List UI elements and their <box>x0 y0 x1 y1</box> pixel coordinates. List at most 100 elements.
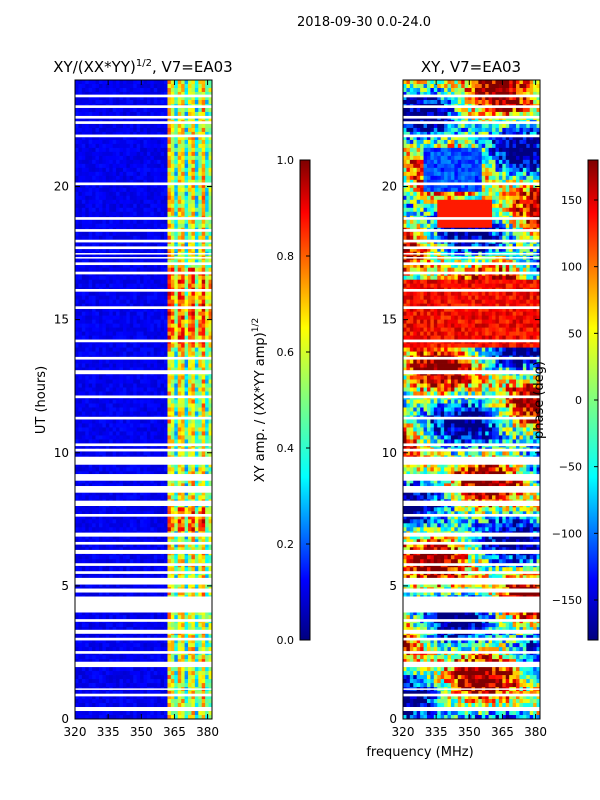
heatmap-cell <box>188 403 192 408</box>
heatmap-cell <box>119 163 124 169</box>
heatmap-cell <box>208 435 212 440</box>
heatmap-cell <box>153 471 158 476</box>
heatmap-cell <box>157 131 162 137</box>
heatmap-cell <box>201 383 206 388</box>
heatmap-cell <box>174 171 179 177</box>
heatmap-cell <box>184 451 189 456</box>
heatmap-cell <box>78 471 83 476</box>
heatmap-cell <box>201 131 206 137</box>
heatmap-cell <box>75 107 79 113</box>
heatmap-cell <box>88 439 93 444</box>
heatmap-cell <box>116 519 120 524</box>
heatmap-cell <box>119 143 124 149</box>
heatmap-cell <box>92 315 96 321</box>
heatmap-cell <box>174 431 179 436</box>
heatmap-cell <box>205 171 209 177</box>
heatmap-cell <box>122 211 127 217</box>
heatmap-cell <box>157 483 162 488</box>
heatmap-cell <box>102 379 107 384</box>
heatmap-cell <box>88 307 93 313</box>
heatmap-cell <box>208 127 212 133</box>
heatmap-cell <box>174 335 179 340</box>
heatmap-cell <box>116 263 120 269</box>
heatmap-cell <box>78 363 83 368</box>
heatmap-cell <box>157 167 162 173</box>
heatmap-cell <box>201 411 206 416</box>
heatmap-cell <box>122 387 127 392</box>
heatmap-cell <box>201 363 206 368</box>
heatmap-cell <box>112 199 117 205</box>
heatmap-cell <box>98 155 103 161</box>
heatmap-cell <box>191 423 196 428</box>
heatmap-cell <box>153 431 158 436</box>
heatmap-cell <box>198 471 203 476</box>
heatmap-cell <box>119 315 124 321</box>
heatmap-cell <box>95 147 100 153</box>
heatmap-cell <box>109 199 114 205</box>
heatmap-cell <box>133 403 138 408</box>
heatmap-cell <box>109 295 114 301</box>
heatmap-cell <box>105 299 110 305</box>
heatmap-cell <box>157 479 162 484</box>
heatmap-cell <box>102 547 107 552</box>
heatmap-cell <box>95 143 100 149</box>
heatmap-cell <box>129 187 134 193</box>
heatmap-cell <box>205 343 209 348</box>
heatmap-cell <box>188 351 192 356</box>
heatmap-cell <box>205 247 209 253</box>
heatmap-cell <box>191 407 196 412</box>
heatmap-cell <box>140 451 144 456</box>
heatmap-cell <box>133 151 138 157</box>
heatmap-cell <box>95 155 100 161</box>
heatmap-cell <box>109 315 114 321</box>
heatmap-cell <box>177 131 182 137</box>
heatmap-cell <box>153 315 158 321</box>
heatmap-cell <box>170 543 175 548</box>
heatmap-cell <box>198 211 203 217</box>
heatmap-cell <box>122 363 127 368</box>
heatmap-cell <box>126 299 131 305</box>
heatmap-cell <box>105 491 110 496</box>
heatmap-cell <box>136 315 141 321</box>
heatmap-cell <box>116 511 120 516</box>
heatmap-cell <box>112 527 117 532</box>
heatmap-cell <box>208 375 212 380</box>
heatmap-cell <box>116 199 120 205</box>
heatmap-cell <box>85 471 90 476</box>
heatmap-cell <box>81 235 86 241</box>
heatmap-cell <box>174 547 179 552</box>
heatmap-cell <box>102 243 107 249</box>
heatmap-cell <box>116 315 120 321</box>
heatmap-cell <box>129 359 134 364</box>
heatmap-cell <box>116 527 120 532</box>
heatmap-cell <box>133 291 138 297</box>
heatmap-cell <box>174 559 179 564</box>
heatmap-cell <box>98 175 103 181</box>
heatmap-cell <box>112 99 117 105</box>
heatmap-cell <box>140 439 144 444</box>
heatmap-cell <box>98 483 103 488</box>
heatmap-cell <box>81 279 86 285</box>
heatmap-cell <box>133 479 138 484</box>
heatmap-cell <box>129 235 134 241</box>
heatmap-cell <box>88 99 93 105</box>
heatmap-cell <box>208 511 212 516</box>
heatmap-cell <box>194 307 199 313</box>
heatmap-cell <box>174 211 179 217</box>
heatmap-cell <box>105 291 110 297</box>
heatmap-cell <box>81 231 86 237</box>
heatmap-cell <box>92 291 96 297</box>
heatmap-cell <box>92 123 96 129</box>
heatmap-cell <box>167 151 172 157</box>
heatmap-cell <box>150 131 155 137</box>
heatmap-cell <box>112 187 117 193</box>
heatmap-cell <box>105 171 110 177</box>
heatmap-cell <box>78 235 83 241</box>
heatmap-cell <box>150 547 155 552</box>
heatmap-cell <box>95 375 100 380</box>
heatmap-cell <box>167 331 172 336</box>
heatmap-cell <box>92 319 96 325</box>
heatmap-cell <box>81 87 86 93</box>
heatmap-cell <box>88 391 93 396</box>
heatmap-cell <box>133 303 138 309</box>
